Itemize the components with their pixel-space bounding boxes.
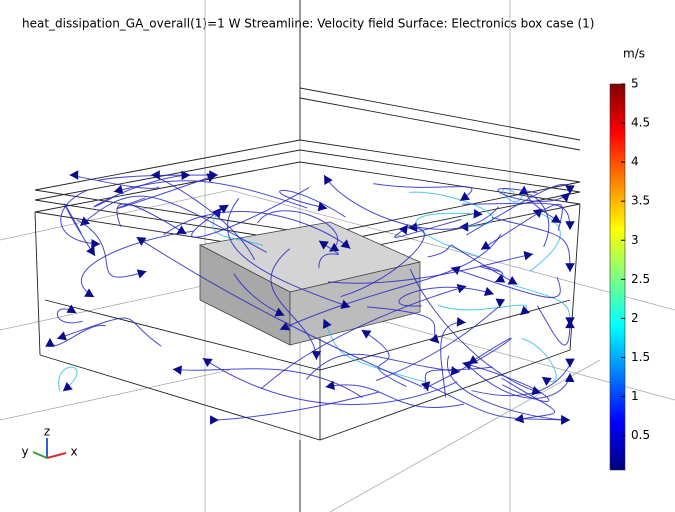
arrow-head	[177, 225, 187, 234]
streamline	[451, 268, 561, 298]
plot-title: heat_dissipation_GA_overall(1)=1 W Strea…	[22, 17, 594, 31]
arrow-head	[137, 269, 147, 278]
colorbar-tick-label: 1	[631, 389, 639, 403]
arrow-head	[561, 415, 570, 425]
arrow-head	[565, 319, 575, 328]
arrow-head	[399, 225, 408, 235]
arrow-head	[565, 359, 575, 368]
streamline	[481, 204, 562, 249]
streamline	[306, 354, 460, 379]
arrow-head	[565, 221, 575, 230]
axis-y: y	[21, 445, 28, 459]
component	[200, 222, 420, 345]
arrow-head	[210, 415, 219, 425]
streamline	[438, 305, 527, 315]
streamline	[324, 175, 499, 229]
colorbar-tick-label: 3	[631, 233, 639, 247]
axis-x: x	[70, 445, 77, 459]
colorbar-unit: m/s	[623, 47, 645, 61]
arrow-head	[457, 317, 466, 327]
colorbar-tick-label: 2	[631, 311, 639, 325]
streamline	[50, 325, 106, 345]
arrow-head	[203, 358, 213, 367]
colorbar-tick-label: 3.5	[631, 194, 650, 208]
streamline	[69, 175, 159, 188]
colorbar-tick-label: 1.5	[631, 350, 650, 364]
arrow-head	[565, 263, 575, 272]
arrow-head	[324, 175, 333, 185]
colorbar-tick-label: 0.5	[631, 428, 650, 442]
arrow-head	[468, 355, 478, 364]
arrow-head	[460, 192, 470, 201]
streamline	[416, 213, 483, 256]
streamline	[427, 245, 517, 284]
arrow-head	[421, 381, 430, 391]
streamline	[538, 306, 570, 345]
streamline	[57, 318, 161, 346]
arrow-head	[524, 251, 534, 260]
plot: heat_dissipation_GA_overall(1)=1 W Strea…	[0, 0, 675, 512]
colorbar-tick-label: 4	[631, 155, 639, 169]
arrow-head	[496, 299, 506, 308]
axes-triad: z y x	[21, 425, 77, 459]
arrow-head	[457, 284, 467, 293]
arrow-head	[520, 306, 530, 315]
arrow-head	[484, 287, 494, 296]
arrow-head	[69, 170, 78, 180]
colorbar: m/s 0.5 1 1.5 2 2.5 3 3.5 4 4.5 5	[610, 47, 650, 471]
colorbar-tick-label: 5	[631, 77, 639, 91]
streamline	[280, 190, 346, 217]
arrow-head	[86, 246, 95, 256]
arrow-head	[173, 365, 182, 375]
colorbar-ramp	[610, 84, 625, 470]
streamline	[466, 184, 570, 235]
arrow-head	[565, 373, 575, 382]
arrow-head	[84, 288, 94, 297]
arrow-head	[474, 209, 483, 219]
streamline	[65, 204, 96, 256]
arrow-head	[151, 170, 160, 180]
axis-z: z	[44, 425, 50, 439]
colorbar-tick-label: 2.5	[631, 272, 650, 286]
arrow-head	[181, 171, 190, 181]
streamline	[81, 231, 193, 297]
arrow-head	[551, 214, 561, 223]
arrow-head	[45, 338, 55, 347]
arrow-head	[361, 330, 371, 339]
viewport: heat_dissipation_GA_overall(1)=1 W Strea…	[0, 0, 675, 512]
colorbar-tick-label: 4.5	[631, 116, 650, 130]
